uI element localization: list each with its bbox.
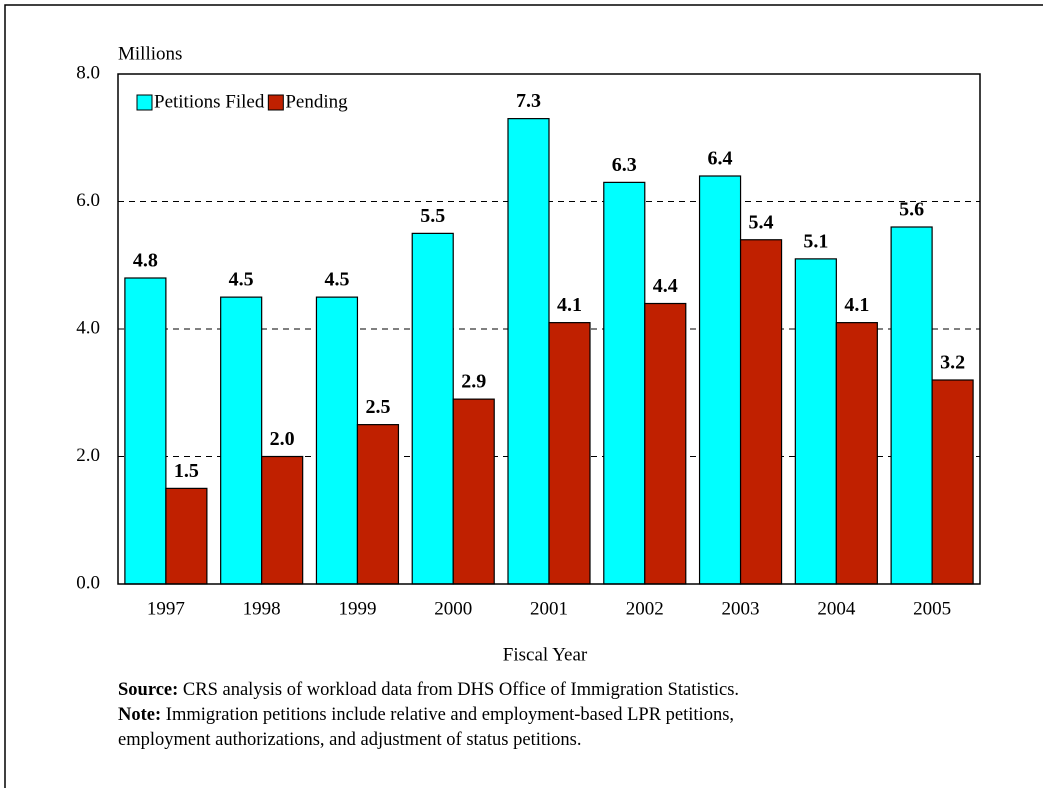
x-tick-label: 2002 bbox=[626, 598, 664, 619]
y-axis-label: Millions bbox=[118, 43, 182, 64]
bar bbox=[220, 296, 263, 585]
source-text: CRS analysis of workload data from DHS O… bbox=[182, 680, 740, 700]
note-line: Note: Immigration petitions include rela… bbox=[118, 703, 739, 728]
value-label: 6.4 bbox=[708, 148, 733, 170]
note-line: employment authorizations, and adjustmen… bbox=[118, 730, 582, 750]
bar bbox=[644, 302, 687, 585]
bar bbox=[890, 226, 933, 585]
legend-label: Pending bbox=[285, 91, 348, 112]
value-label: 4.1 bbox=[844, 294, 869, 316]
value-label: 2.0 bbox=[270, 428, 295, 450]
value-label: 5.6 bbox=[899, 199, 924, 221]
bar bbox=[931, 379, 974, 585]
bar bbox=[452, 398, 495, 585]
y-tick-label: 6.0 bbox=[76, 190, 100, 211]
value-label: 1.5 bbox=[174, 460, 199, 482]
note-label: Note: bbox=[118, 705, 162, 725]
value-label: 4.8 bbox=[133, 250, 158, 272]
legend-label: Petitions Filed bbox=[154, 91, 265, 112]
value-label: 5.5 bbox=[420, 205, 445, 227]
source-label: Source: bbox=[118, 680, 179, 700]
bar bbox=[507, 118, 550, 585]
bar bbox=[165, 487, 208, 585]
x-tick-label: 1999 bbox=[338, 598, 376, 619]
x-tick-label: 2003 bbox=[722, 598, 760, 619]
value-label: 7.3 bbox=[516, 90, 541, 112]
value-label: 4.1 bbox=[557, 294, 582, 316]
value-label: 4.5 bbox=[324, 269, 349, 291]
value-label: 2.5 bbox=[365, 396, 390, 418]
bar bbox=[794, 258, 837, 585]
x-tick-label: 2005 bbox=[913, 598, 951, 619]
y-tick-label: 2.0 bbox=[76, 445, 100, 466]
note-text: Immigration petitions include relative a… bbox=[165, 705, 735, 725]
bar bbox=[356, 424, 400, 585]
x-tick-label: 2000 bbox=[434, 598, 472, 619]
value-label: 4.4 bbox=[653, 275, 678, 297]
bar bbox=[124, 277, 167, 585]
x-tick-label: 1998 bbox=[243, 598, 281, 619]
value-label: 5.1 bbox=[803, 230, 828, 252]
bar bbox=[835, 322, 878, 585]
footnote: Source: CRS analysis of workload data fr… bbox=[118, 678, 739, 753]
source-line: Source: CRS analysis of workload data fr… bbox=[118, 678, 739, 703]
y-tick-label: 4.0 bbox=[76, 317, 100, 338]
value-label: 6.3 bbox=[612, 154, 637, 176]
y-tick-label: 8.0 bbox=[76, 62, 100, 83]
value-label: 2.9 bbox=[461, 371, 486, 393]
bar bbox=[261, 455, 304, 585]
plot-border bbox=[117, 73, 981, 585]
bar bbox=[411, 232, 454, 585]
legend-swatch bbox=[136, 94, 153, 111]
value-label: 5.4 bbox=[749, 211, 774, 233]
bar bbox=[315, 296, 359, 585]
x-tick-label: 1997 bbox=[147, 598, 185, 619]
y-tick-label: 0.0 bbox=[76, 572, 100, 593]
x-axis-label: Fiscal Year bbox=[503, 644, 588, 665]
bar bbox=[603, 181, 646, 585]
x-tick-label: 2001 bbox=[530, 598, 568, 619]
value-label: 4.5 bbox=[229, 269, 254, 291]
x-tick-label: 2004 bbox=[817, 598, 856, 619]
legend-swatch bbox=[267, 94, 284, 111]
bar bbox=[548, 322, 591, 585]
bar bbox=[698, 175, 742, 585]
bar bbox=[739, 239, 783, 585]
value-label: 3.2 bbox=[940, 352, 965, 374]
frame bbox=[4, 4, 1043, 788]
